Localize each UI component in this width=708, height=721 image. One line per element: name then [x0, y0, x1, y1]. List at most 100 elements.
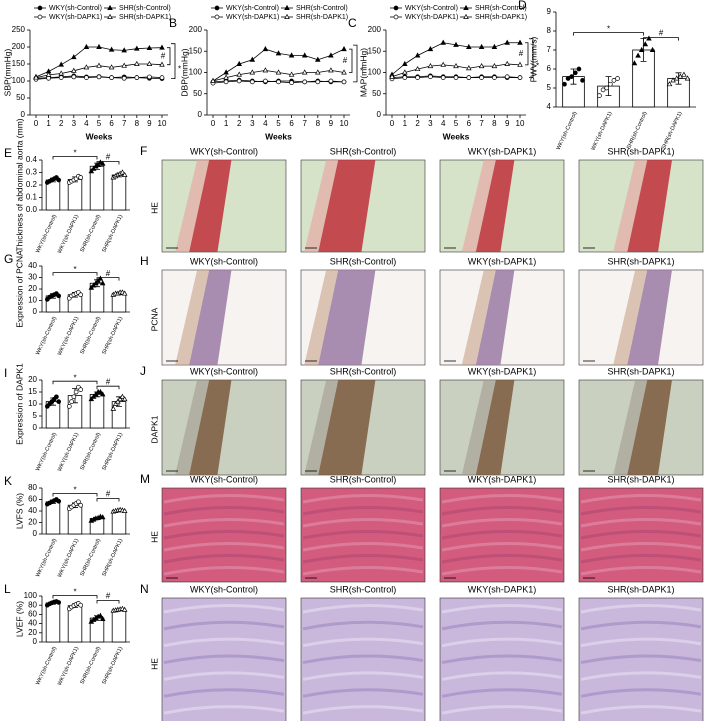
tissue-fiber	[302, 529, 424, 540]
image-title: WKY(sh-Control)	[190, 474, 258, 484]
marker	[611, 78, 617, 83]
annotation: *	[536, 61, 539, 70]
marker	[466, 43, 472, 49]
marker	[517, 61, 523, 67]
image-title: WKY(sh-DAPK1)	[468, 146, 537, 156]
y-axis-title: Expression of DAPK1	[14, 363, 24, 445]
x-tick-label: 1	[224, 119, 229, 128]
stain-label: HE	[149, 202, 159, 214]
x-tick-label: 5	[276, 119, 281, 128]
category-label: WKY(sh-Control)	[556, 111, 579, 151]
marker	[453, 41, 459, 47]
tissue-fiber	[580, 529, 702, 540]
series-line	[35, 46, 163, 78]
marker	[109, 75, 114, 80]
legend-label: SHR(sh-Control)	[296, 5, 348, 12]
tissue-fiber	[441, 620, 563, 631]
image-title: SHR(sh-DAPK1)	[607, 584, 674, 594]
tissue-fiber	[163, 565, 285, 576]
vessel-edge	[304, 160, 339, 252]
x-tick-label: 4	[441, 119, 446, 128]
vessel-edge	[613, 270, 648, 365]
marker	[159, 61, 165, 67]
tissue-fiber	[302, 637, 424, 648]
marker	[572, 70, 578, 76]
x-tick-label: 6	[467, 119, 472, 128]
tissue-fiber	[441, 541, 563, 552]
marker	[466, 65, 472, 71]
bracket	[52, 493, 98, 497]
marker	[415, 75, 420, 80]
y-axis-title: Thickness of abdominal aorta (mm)	[14, 118, 24, 251]
vessel-edge	[175, 270, 210, 365]
y-tick-label: 0	[33, 423, 38, 432]
y-tick-label: 10	[28, 296, 37, 305]
x-tick-label: 10	[340, 119, 349, 128]
marker	[249, 56, 256, 62]
bracket	[96, 277, 120, 281]
marker	[631, 60, 638, 66]
category-label: SHR(sh-Control)	[80, 646, 103, 686]
tissue-fiber	[580, 505, 702, 516]
tissue-fiber	[580, 671, 702, 681]
tissue-fiber	[302, 654, 424, 665]
tissue-fiber	[302, 620, 424, 631]
tissue-fiber	[302, 565, 424, 576]
marker	[440, 39, 446, 45]
y-axis-title: MAP(mmHg)	[358, 48, 368, 97]
marker	[491, 43, 498, 49]
category-label: WKY(sh-DAPK1)	[57, 432, 80, 473]
marker	[301, 69, 308, 75]
category-label: WKY(sh-DAPK1)	[57, 538, 80, 579]
marker	[121, 396, 128, 402]
marker	[119, 393, 126, 399]
tissue-fiber	[580, 637, 702, 648]
y-tick-label: 40	[28, 619, 37, 628]
x-tick-label: 7	[302, 119, 307, 128]
legend-label: WKY(sh-DAPK1)	[226, 14, 279, 21]
x-tick-label: 1	[46, 119, 51, 128]
legend-label: SHR(sh-Control)	[119, 5, 171, 12]
category-label: SHR(sh-DAPK1)	[101, 432, 124, 472]
marker	[78, 502, 84, 508]
marker	[134, 75, 140, 80]
marker	[96, 62, 102, 68]
tissue-fiber	[580, 705, 702, 715]
vessel-edge	[613, 380, 648, 475]
bracket	[525, 42, 529, 66]
tissue-fiber	[163, 517, 285, 528]
tissue-fiber	[163, 654, 285, 665]
annotation: #	[106, 490, 111, 499]
marker	[110, 405, 117, 411]
tissue-fiber	[441, 553, 563, 564]
bracket	[96, 600, 120, 604]
stain-label: HE	[149, 658, 159, 670]
y-tick-label: 10	[28, 399, 37, 408]
marker	[328, 67, 334, 73]
y-tick-label: 200	[12, 42, 26, 51]
marker	[597, 93, 602, 98]
marker	[302, 79, 308, 85]
annotation: *	[73, 149, 76, 158]
marker	[478, 62, 485, 69]
category-label: SHR(sh-DAPK1)	[101, 214, 124, 254]
vessel-wall	[627, 380, 672, 475]
x-tick-label: 6	[109, 119, 114, 128]
x-tick-label: 3	[428, 119, 433, 128]
x-tick-label: 9	[147, 119, 152, 128]
y-tick-label: 9	[547, 7, 552, 16]
marker	[71, 67, 77, 73]
marker	[289, 80, 294, 86]
marker	[315, 69, 321, 75]
y-axis-title: DBP(mmHg)	[179, 48, 189, 96]
marker	[276, 79, 281, 85]
image-title: WKY(sh-DAPK1)	[468, 474, 537, 484]
panel-letter: M	[140, 472, 150, 486]
image-title: SHR(sh-Control)	[330, 256, 397, 266]
marker	[210, 77, 216, 83]
marker	[604, 85, 610, 91]
series-line	[391, 42, 520, 75]
y-tick-label: 5	[547, 83, 552, 92]
marker	[99, 280, 106, 286]
bar	[45, 501, 61, 535]
